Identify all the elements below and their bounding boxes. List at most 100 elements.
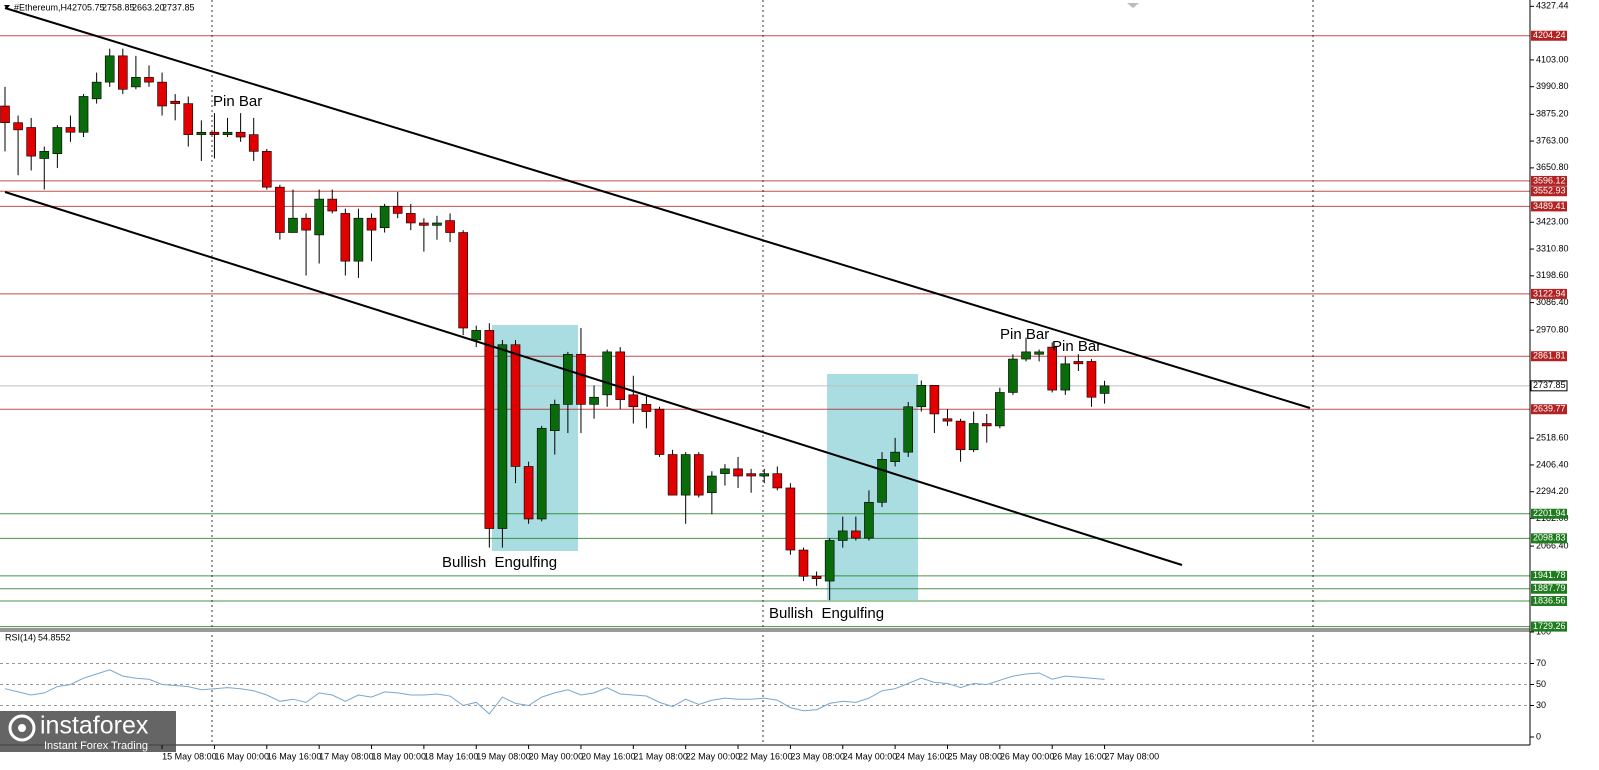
candle-body bbox=[1099, 385, 1110, 394]
level-label: 3122.94 bbox=[1533, 288, 1566, 298]
high-label: 2758.85 bbox=[102, 2, 135, 12]
candle-body bbox=[615, 351, 626, 400]
candle-body bbox=[1086, 361, 1097, 398]
level-label: 3552.93 bbox=[1533, 186, 1566, 196]
candle-body bbox=[707, 475, 717, 494]
annotation: Pin Bar bbox=[1000, 326, 1049, 343]
level-label: 2201.94 bbox=[1533, 508, 1566, 518]
current-price-label: 2737.85 bbox=[1533, 380, 1566, 390]
level-label: 4204.24 bbox=[1533, 30, 1566, 40]
y-tick-label: 4327.44 bbox=[1536, 1, 1569, 11]
candle-body bbox=[798, 549, 809, 577]
rsi-value: 54.8552 bbox=[38, 632, 71, 642]
level-label: 1729.26 bbox=[1533, 621, 1566, 631]
candle-body bbox=[209, 131, 220, 135]
y-tick-label: 2066.40 bbox=[1536, 540, 1569, 550]
candle-body bbox=[759, 473, 770, 477]
candle-body bbox=[78, 96, 89, 133]
rsi-tick-label: 30 bbox=[1536, 700, 1546, 710]
candle-body bbox=[549, 404, 560, 431]
x-tick-label: 18 May 16:00 bbox=[424, 751, 479, 761]
candle-body bbox=[890, 451, 900, 462]
level-box bbox=[1531, 508, 1567, 519]
level-box bbox=[1531, 583, 1567, 594]
candle-body bbox=[602, 351, 612, 396]
candle-body bbox=[811, 575, 822, 579]
candle-body bbox=[733, 468, 743, 477]
candle-body bbox=[680, 454, 691, 496]
candle-body bbox=[235, 131, 246, 138]
candle-body bbox=[0, 105, 10, 124]
candle-body bbox=[52, 127, 63, 155]
rsi-line bbox=[4, 669, 1105, 715]
level-box bbox=[1531, 30, 1567, 41]
y-tick-label: 2970.80 bbox=[1536, 325, 1569, 335]
watermark-icon bbox=[18, 724, 26, 732]
candle-body bbox=[1073, 361, 1084, 365]
brand: instaforex bbox=[40, 712, 149, 740]
y-tick-label: 3310.80 bbox=[1536, 243, 1569, 253]
pattern-box bbox=[827, 374, 918, 600]
candle-body bbox=[864, 501, 874, 539]
panel-divider bbox=[0, 628, 1530, 632]
watermark-icon bbox=[8, 714, 36, 742]
candle-body bbox=[995, 392, 1005, 427]
x-tick-label: 22 May 16:00 bbox=[738, 751, 793, 761]
rsi-tick-label: 50 bbox=[1536, 679, 1546, 689]
level-label: 3596.12 bbox=[1533, 175, 1566, 185]
x-tick-label: 26 May 00:00 bbox=[1000, 751, 1055, 761]
x-tick-label: 17 May 08:00 bbox=[319, 751, 374, 761]
level-label: 2861.81 bbox=[1533, 351, 1566, 361]
candle-body bbox=[1060, 363, 1071, 391]
y-tick-label: 2518.60 bbox=[1536, 433, 1569, 443]
level-box bbox=[1531, 595, 1567, 606]
open-label: 2705.75 bbox=[72, 2, 105, 12]
annotation: Bullish Engulfing bbox=[442, 554, 557, 571]
candle-body bbox=[877, 459, 887, 503]
candle-body bbox=[275, 186, 285, 233]
rsi-tick-label: 70 bbox=[1536, 658, 1546, 668]
price-axis: 4327.44 4103.00 3990.80 3875.20 3763.00 3650.… bbox=[1530, 1, 1569, 632]
candle-body bbox=[261, 151, 272, 188]
candle-body bbox=[327, 198, 338, 212]
candle-body bbox=[379, 205, 390, 229]
x-tick-label: 27 May 08:00 bbox=[1105, 751, 1160, 761]
level-box bbox=[1531, 288, 1567, 299]
candles bbox=[0, 48, 1110, 601]
candle-body bbox=[720, 468, 730, 474]
y-tick-label: 3423.00 bbox=[1536, 217, 1569, 227]
separators bbox=[211, 0, 1314, 745]
watermark: instaforex Instant Forex Trading bbox=[0, 711, 176, 752]
candle-body bbox=[772, 473, 783, 489]
x-tick-label: 15 May 08:00 bbox=[162, 751, 217, 761]
candle-body bbox=[1034, 351, 1044, 355]
candle-body bbox=[392, 205, 403, 214]
y-tick-label: 3086.40 bbox=[1536, 297, 1569, 307]
candle-body bbox=[353, 217, 364, 262]
x-tick-label: 24 May 16:00 bbox=[895, 751, 950, 761]
y-tick-label: 3763.00 bbox=[1536, 135, 1569, 145]
candle-body bbox=[589, 396, 599, 405]
menu-arrow[interactable] bbox=[4, 5, 10, 9]
candle-body bbox=[157, 81, 167, 107]
candle-body bbox=[942, 418, 953, 422]
candle-body bbox=[301, 217, 311, 231]
candle-body bbox=[170, 100, 180, 104]
candle-body bbox=[65, 127, 76, 133]
candle-body bbox=[340, 213, 351, 262]
candle-body bbox=[419, 222, 429, 226]
shift-marker bbox=[1127, 3, 1139, 8]
level-label: 2098.83 bbox=[1533, 533, 1566, 543]
candle-body bbox=[523, 466, 534, 520]
candle-body bbox=[196, 131, 207, 135]
level-label: 2639.77 bbox=[1533, 404, 1566, 414]
candle-body bbox=[929, 385, 940, 415]
y-tick-label: 3198.60 bbox=[1536, 270, 1569, 280]
level-label: 3489.41 bbox=[1533, 201, 1566, 211]
annotation: Pin Bar bbox=[1052, 338, 1101, 355]
level-box bbox=[1531, 351, 1567, 362]
candle-body bbox=[405, 213, 416, 224]
candle-body bbox=[183, 103, 194, 135]
